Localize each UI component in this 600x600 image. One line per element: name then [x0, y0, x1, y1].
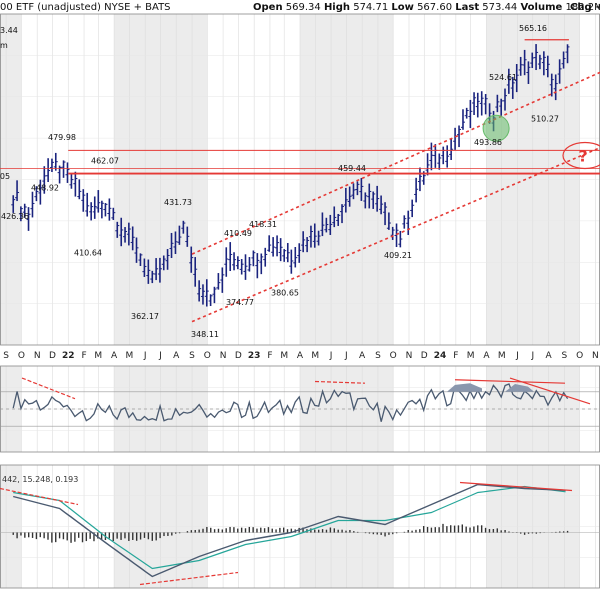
- x-tick-label: S: [189, 351, 195, 361]
- symbol-desc: 00 ETF (unadjusted): [0, 2, 101, 13]
- x-tick-label: J: [158, 351, 162, 361]
- highlight-circle: [482, 114, 510, 142]
- macd-signal-line: [13, 485, 566, 570]
- x-tick-label: S: [561, 351, 567, 361]
- price-label: 426.36: [1, 212, 29, 221]
- x-tick-label: 23: [248, 351, 261, 361]
- x-tick-label: O: [576, 351, 583, 361]
- price-label: 3.44: [0, 26, 18, 35]
- trend-line-upper: [191, 71, 600, 255]
- open-label: Open: [253, 2, 283, 13]
- price-label: 05: [0, 172, 10, 181]
- price-label: 510.27: [531, 115, 559, 124]
- rsi-overbought-fill: [505, 384, 534, 392]
- macd-legend: 442, 15.248, 0.193: [2, 475, 78, 484]
- x-tick-label: D: [235, 351, 242, 361]
- x-tick-label: M: [94, 351, 102, 361]
- exchange-label: NYSE + BATS: [104, 2, 171, 13]
- x-tick-label: F: [81, 351, 86, 361]
- x-tick-label: M: [125, 351, 133, 361]
- chg-label: Chg +: [570, 2, 600, 13]
- last-label: Last: [455, 2, 480, 13]
- x-tick-label: D: [49, 351, 56, 361]
- open-value: 569.34: [285, 2, 321, 13]
- high-label: High: [323, 2, 351, 13]
- price-label: 410.64: [74, 248, 102, 257]
- chart-header: 00 ETF (unadjusted) NYSE + BATS Open 569…: [0, 0, 600, 16]
- x-tick-label: F: [453, 351, 458, 361]
- rsi-divergence-line: [509, 377, 591, 405]
- high-value: 574.71: [353, 2, 389, 13]
- question-ellipse: [562, 141, 600, 170]
- x-tick-label: A: [483, 351, 490, 361]
- rsi-divergence-line: [21, 377, 76, 400]
- symbol-label: 00 ETF (unadjusted) NYSE + BATS: [0, 2, 171, 13]
- x-tick-label: J: [515, 351, 519, 361]
- price-label: 462.07: [91, 156, 119, 165]
- price-label: 380.65: [271, 289, 299, 298]
- x-tick-label: M: [467, 351, 475, 361]
- price-label: 493.86: [474, 138, 502, 147]
- x-tick-label: A: [173, 351, 180, 361]
- price-label: 448.92: [31, 184, 59, 193]
- macd-line: [13, 483, 566, 578]
- x-tick-label: O: [204, 351, 211, 361]
- x-tick-label: A: [359, 351, 366, 361]
- price-label: 410.49: [224, 229, 252, 238]
- last-value: 573.44: [482, 2, 518, 13]
- low-value: 567.60: [417, 2, 453, 13]
- x-tick-label: A: [297, 351, 304, 361]
- x-tick-label: S: [3, 351, 9, 361]
- x-tick-label: D: [421, 351, 428, 361]
- price-label: 348.11: [191, 330, 219, 339]
- x-tick-label: N: [592, 351, 599, 361]
- x-tick-label: S: [375, 351, 381, 361]
- x-tick-label: N: [34, 351, 41, 361]
- low-label: Low: [391, 2, 414, 13]
- x-tick-label: J: [143, 351, 147, 361]
- price-label: 459.44: [338, 164, 366, 173]
- x-tick-label: M: [498, 351, 506, 361]
- macd-divergence-line: [0, 487, 79, 506]
- x-tick-label: O: [18, 351, 25, 361]
- ohlc-stats: Open 569.34 High 574.71 Low 567.60 Last …: [253, 2, 600, 13]
- x-tick-label: N: [406, 351, 413, 361]
- x-tick-label: A: [545, 351, 552, 361]
- x-tick-label: O: [390, 351, 397, 361]
- macd-divergence-line: [459, 481, 573, 492]
- x-tick-label: J: [329, 351, 333, 361]
- x-tick-label: M: [311, 351, 319, 361]
- trend-line-lower: [191, 146, 600, 323]
- rsi-overbought-fill: [447, 383, 482, 392]
- x-tick-label: J: [344, 351, 348, 361]
- volume-label: Volume: [520, 2, 563, 13]
- rsi-divergence-line: [314, 380, 366, 384]
- price-label: 418.31: [249, 220, 277, 229]
- macd-divergence-line: [139, 571, 239, 586]
- price-label: 524.61: [489, 73, 517, 82]
- x-tick-label: A: [111, 351, 118, 361]
- x-tick-label: 22: [62, 351, 75, 361]
- rsi-line: [12, 383, 569, 422]
- price-label: 374.77: [226, 298, 254, 307]
- price-label: 565.16: [519, 24, 547, 33]
- price-label: m: [0, 41, 8, 50]
- x-tick-label: N: [220, 351, 227, 361]
- x-tick-label: 24: [434, 351, 447, 361]
- volume-value: 182.2M: [565, 2, 600, 13]
- price-label: 409.21: [384, 251, 412, 260]
- price-label: 362.17: [131, 312, 159, 321]
- price-label: 431.73: [164, 198, 192, 207]
- x-tick-label: J: [530, 351, 534, 361]
- price-label: 479.98: [48, 133, 76, 142]
- question-annotation: ?: [578, 146, 587, 165]
- rsi-divergence-line: [454, 379, 566, 384]
- x-tick-label: M: [280, 351, 288, 361]
- x-tick-label: F: [267, 351, 272, 361]
